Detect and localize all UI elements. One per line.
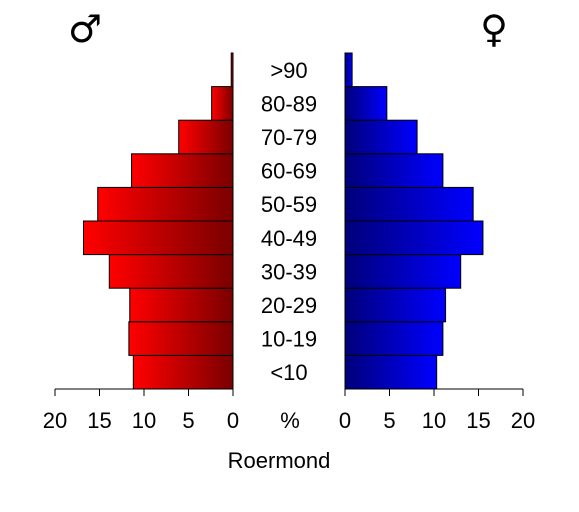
female-axis-tick-label: 15: [466, 408, 490, 433]
female-bar-6: [344, 153, 444, 188]
male-axis-tick-label: 0: [227, 408, 239, 433]
female-bar-5: [344, 186, 474, 222]
age-group-label: <10: [270, 360, 307, 385]
age-group-labels: <10 10-19 20-29 30-39 40-49 50-59 60-69 70-79 80…: [261, 58, 317, 385]
male-bar-6: [131, 153, 234, 188]
female-bar-1: [344, 321, 444, 356]
male-bar-4: [82, 220, 234, 256]
age-group-label: 50-59: [261, 192, 317, 217]
male-bar-2: [129, 287, 234, 323]
male-axis-tick-label: 20: [43, 408, 67, 433]
female-bar-3: [344, 254, 462, 289]
male-bar-1: [128, 321, 234, 356]
female-bar-4: [344, 220, 484, 256]
female-bar-2: [344, 287, 447, 323]
chart-title: Roermond: [228, 448, 331, 473]
age-group-label: 40-49: [261, 226, 317, 251]
male-axis-tick-label: 15: [87, 408, 111, 433]
female-bar-7: [344, 119, 418, 155]
female-bars: [344, 52, 484, 390]
female-axis-tick-label: 0: [339, 408, 351, 433]
male-axis-tick-label: 5: [182, 408, 194, 433]
age-group-label: 20-29: [261, 293, 317, 318]
male-axis-tick-label: 10: [132, 408, 156, 433]
female-bar-8: [344, 86, 388, 121]
female-axis-tick-label: 20: [511, 408, 535, 433]
male-bar-9: [230, 52, 234, 88]
male-bar-0: [132, 354, 234, 390]
x-axes: 20 20 15 15 10 10 5 5 0 0: [43, 388, 535, 433]
female-bar-9: [344, 52, 353, 88]
male-bar-8: [211, 86, 234, 121]
female-axis-tick-label: 10: [422, 408, 446, 433]
unit-label: %: [280, 408, 300, 433]
female-symbol: ♀: [480, 7, 508, 51]
male-bars: [82, 52, 234, 390]
age-group-label: 10-19: [261, 327, 317, 352]
male-bar-7: [178, 119, 234, 155]
age-group-label: 80-89: [261, 91, 317, 116]
age-group-label: 60-69: [261, 159, 317, 184]
male-bar-5: [97, 186, 234, 222]
female-axis-tick-label: 5: [383, 408, 395, 433]
age-group-label: 70-79: [261, 125, 317, 150]
female-bar-0: [344, 354, 438, 390]
age-group-label: >90: [270, 58, 307, 83]
male-symbol: ♂: [68, 7, 102, 51]
age-group-label: 30-39: [261, 259, 317, 284]
male-bar-3: [108, 254, 234, 289]
